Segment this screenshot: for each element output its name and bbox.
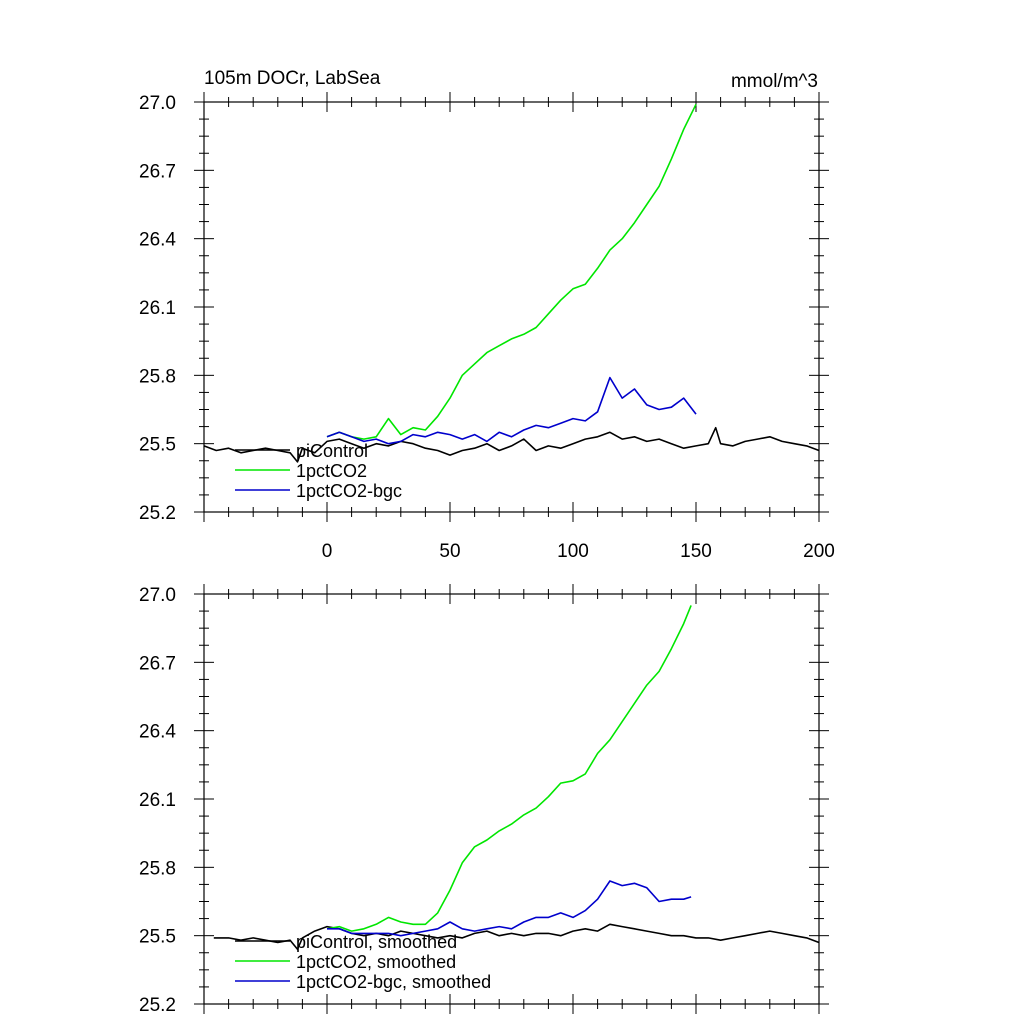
y-tick-label: 26.1 <box>139 790 176 811</box>
y-tick-label: 25.5 <box>139 435 176 456</box>
legend-label: 1pctCO2-bgc <box>296 481 402 501</box>
y-tick-label: 26.7 <box>139 161 176 182</box>
y-tick-label: 25.8 <box>139 858 176 879</box>
y-tick-label: 25.2 <box>139 503 176 524</box>
y-tick-label: 26.4 <box>139 230 176 251</box>
series-line-1pctco2-bgc <box>326 376 697 445</box>
series-line-1pctco2-bgc-smoothed <box>327 880 692 937</box>
y-tick-label: 25.5 <box>139 927 176 948</box>
series-line-picontrol <box>203 426 820 463</box>
x-tick-label: 200 <box>803 541 835 562</box>
legend-label: piControl <box>296 441 368 461</box>
y-tick-label: 25.2 <box>139 995 176 1016</box>
x-tick-label: 50 <box>439 541 460 562</box>
legend-label: 1pctCO2 <box>296 461 367 481</box>
series-line-1pctco2 <box>326 103 697 440</box>
series-line-1pctco2-smoothed <box>326 605 692 932</box>
units-label: mmol/m^3 <box>731 71 818 92</box>
y-tick-label: 27.0 <box>139 93 176 114</box>
legend-label: piControl, smoothed <box>296 932 457 952</box>
y-tick-label: 25.8 <box>139 366 176 387</box>
x-tick-label: 0 <box>322 541 333 562</box>
x-tick-label: 100 <box>557 541 589 562</box>
y-tick-label: 26.1 <box>139 298 176 319</box>
y-tick-label: 26.7 <box>139 653 176 674</box>
legend-label: 1pctCO2, smoothed <box>296 952 456 972</box>
chart-title: 105m DOCr, LabSea <box>204 68 381 89</box>
y-tick-label: 27.0 <box>139 585 176 606</box>
series-line-picontrol-smoothed <box>213 923 820 951</box>
legend-label: 1pctCO2-bgc, smoothed <box>296 972 491 992</box>
y-tick-label: 26.4 <box>139 722 176 743</box>
x-tick-label: 150 <box>680 541 712 562</box>
